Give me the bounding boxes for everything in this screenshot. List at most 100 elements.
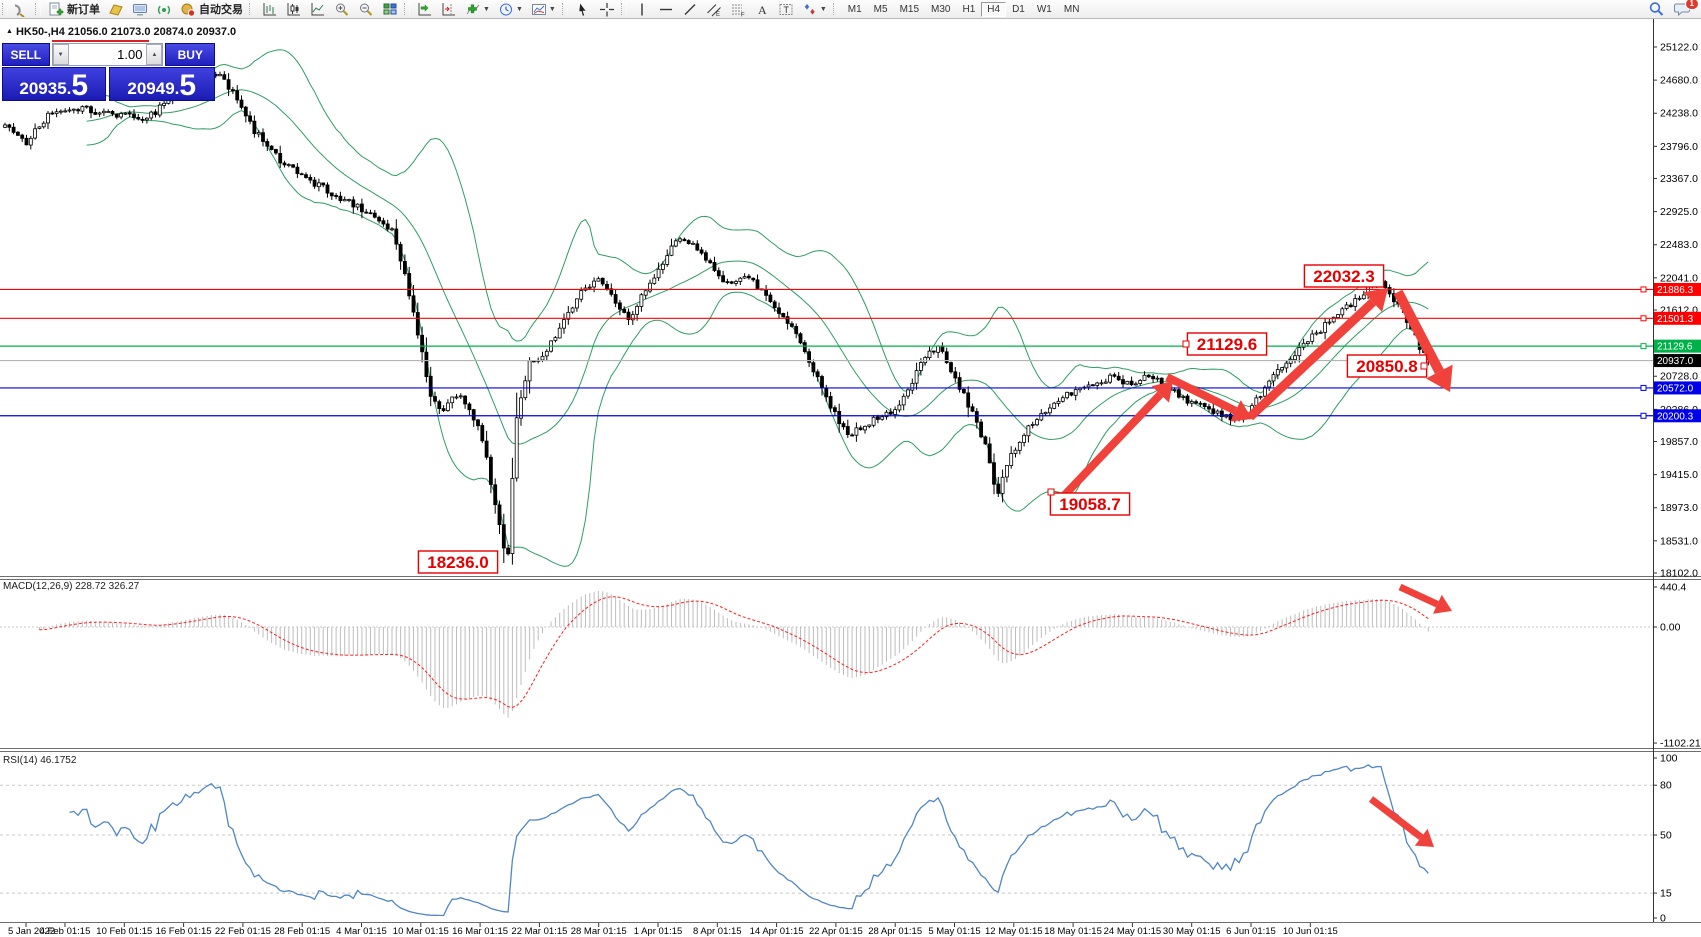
red-arrow[interactable]	[1393, 289, 1444, 374]
autotrade-icon	[180, 2, 196, 17]
autotrade-button-label: 自动交易	[199, 4, 243, 16]
time-tick: 16 Mar 01:15	[452, 926, 508, 937]
cursor-button[interactable]	[572, 0, 594, 18]
trendline-icon	[682, 2, 698, 17]
timeframe-m1-button[interactable]: M1	[847, 3, 862, 15]
fibonacci-button[interactable]: F	[727, 0, 749, 18]
chart-shift-button[interactable]	[438, 0, 460, 18]
svg-text:F: F	[741, 12, 745, 17]
price-tick: 24680.0	[1660, 75, 1698, 87]
svg-text:A: A	[758, 3, 767, 17]
zoom-out-button[interactable]	[355, 0, 377, 18]
red-arrow[interactable]	[1398, 583, 1439, 608]
price-tag	[1654, 409, 1701, 423]
line-handle[interactable]	[1640, 315, 1647, 322]
volume-value[interactable]: 1.00	[117, 47, 143, 62]
price-annotation[interactable]	[1303, 264, 1385, 288]
equidistant-channel-button[interactable]: E	[703, 0, 725, 18]
line-handle[interactable]	[1640, 286, 1647, 293]
label-icon: T	[778, 2, 794, 17]
dropdown-arrow-icon[interactable]: ▼	[819, 5, 827, 13]
timeframe-h1-button[interactable]: H1	[962, 3, 976, 15]
time-tick: 10 Jun 01:15	[1283, 926, 1338, 937]
toolbar-grip	[620, 3, 627, 15]
dropdown-arrow-icon[interactable]: ▼	[483, 5, 490, 13]
indicators-button[interactable]: ▼	[462, 0, 493, 18]
tile-windows-button[interactable]	[379, 0, 401, 18]
price-tag	[1654, 381, 1701, 395]
dropdown-arrow-icon[interactable]: ▼	[515, 5, 523, 13]
horizontal-line-button[interactable]	[655, 0, 677, 18]
time-tick: 8 Apr 01:15	[693, 926, 742, 937]
trendline-button[interactable]	[679, 0, 701, 18]
chart-profile-button[interactable]	[105, 0, 127, 18]
annotation-handle[interactable]	[1420, 362, 1428, 370]
buy-button[interactable]: BUY	[165, 43, 215, 66]
line-chart-icon	[310, 2, 326, 17]
red-arrow-head	[1230, 400, 1252, 422]
time-tick: 22 Mar 01:15	[511, 926, 567, 937]
arrows-button[interactable]: ▼	[799, 0, 830, 18]
auto-scroll-button[interactable]	[414, 0, 436, 18]
annotation-handle[interactable]	[1047, 488, 1055, 496]
red-arrow[interactable]	[1368, 796, 1424, 841]
svg-text:E: E	[716, 12, 720, 17]
price-tick: 19415.0	[1660, 469, 1698, 481]
timeframe-m30-button[interactable]: M30	[931, 3, 951, 15]
text-button[interactable]: A	[751, 0, 773, 18]
volume-increase-button[interactable]: ▲	[146, 44, 163, 65]
volume-stepper: ▼ 1.00 ▲	[51, 43, 164, 66]
signal-button[interactable]	[153, 0, 175, 18]
svg-text:80: 80	[1660, 780, 1672, 792]
price-annotation[interactable]	[1049, 492, 1131, 516]
templates-button[interactable]: ▼	[528, 0, 559, 18]
crosshair-button[interactable]	[596, 0, 618, 18]
timeframe-h4-button[interactable]: H4	[981, 1, 1007, 17]
zoom-in-button[interactable]	[331, 0, 353, 18]
svg-text:20937.0: 20937.0	[1657, 356, 1694, 367]
sell-button[interactable]: SELL	[2, 43, 50, 66]
line-chart-button[interactable]	[307, 0, 329, 18]
price-tick: 23796.0	[1660, 141, 1698, 153]
time-tick: 6 Jun 01:15	[1226, 926, 1276, 937]
autotrade-button[interactable]: 自动交易	[177, 0, 246, 18]
search-button[interactable]	[1645, 0, 1668, 18]
time-tick: 5 Jan 2022	[8, 926, 55, 937]
svg-text:-1102.21: -1102.21	[1660, 738, 1701, 750]
sell-price[interactable]: 20935. 5	[2, 67, 106, 101]
timeframe-m5-button[interactable]: M5	[873, 3, 888, 15]
toolbar: 新订单 自动交易 ▼ ▼ ▼ E F A T ▼ M1 M5 M15 M30 H1 H4 D1 W1 MN 1	[0, 0, 1701, 19]
periods-button[interactable]: ▼	[495, 0, 526, 18]
red-arrow[interactable]	[1246, 298, 1376, 421]
candlestick-chart-button[interactable]	[283, 0, 305, 18]
red-arrow[interactable]	[1054, 391, 1164, 506]
time-tick: 22 Feb 01:15	[215, 926, 271, 937]
toolbar-grip	[404, 3, 410, 15]
timeframe-d1-button[interactable]: D1	[1012, 3, 1025, 15]
clipped-toolbar-icon[interactable]	[12, 0, 32, 18]
text-label-button[interactable]: T	[775, 0, 797, 18]
buy-price[interactable]: 20949. 5	[108, 67, 215, 101]
line-handle[interactable]	[1640, 384, 1647, 391]
crosshair-icon	[599, 2, 615, 17]
svg-text:15: 15	[1660, 888, 1672, 900]
vertical-line-button[interactable]	[631, 0, 653, 18]
timeframe-w1-button[interactable]: W1	[1036, 3, 1052, 15]
new-order-button[interactable]: 新订单	[45, 0, 103, 18]
bar-chart-button[interactable]	[259, 0, 281, 18]
terminal-button[interactable]	[129, 0, 151, 18]
red-arrow[interactable]	[1165, 373, 1238, 415]
toolbar-grip	[561, 3, 568, 15]
title-red-underline	[52, 40, 149, 42]
clipped-icon	[15, 2, 29, 17]
volume-decrease-button[interactable]: ▼	[52, 44, 69, 65]
timeframe-m15-button[interactable]: M15	[899, 3, 920, 15]
price-annotation[interactable]	[417, 550, 499, 574]
dropdown-arrow-icon[interactable]: ▼	[548, 5, 556, 13]
one-click-trading-panel: SELL ▼ 1.00 ▲ BUY 20935. 5 20949. 5	[2, 43, 215, 101]
line-handle[interactable]	[1640, 412, 1647, 419]
timeframe-mn-button[interactable]: MN	[1063, 3, 1080, 15]
annotation-handle[interactable]	[1182, 340, 1190, 348]
line-handle[interactable]	[1640, 343, 1647, 350]
